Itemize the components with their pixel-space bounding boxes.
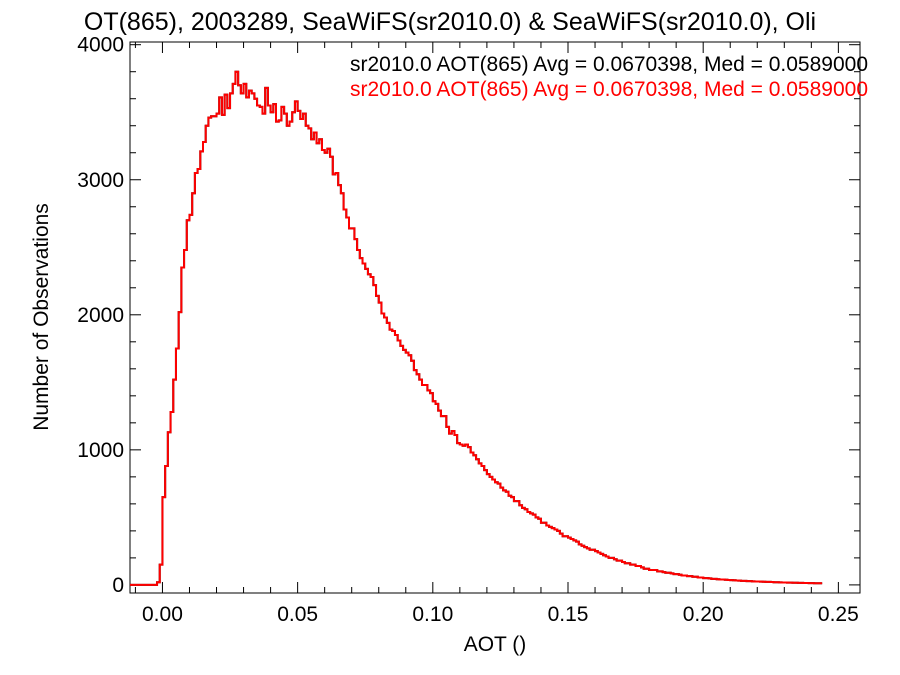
chart-title: OT(865), 2003289, SeaWiFS(sr2010.0) & Se… bbox=[84, 8, 816, 36]
x-axis: 0.00 0.05 0.10 0.15 0.20 0.25 bbox=[134, 42, 859, 626]
y-tick-label: 0 bbox=[112, 574, 124, 597]
x-tick-label: 0.15 bbox=[548, 603, 589, 626]
plot-frame bbox=[129, 41, 861, 594]
x-tick-label: 0.00 bbox=[142, 603, 183, 626]
x-tick-label: 0.20 bbox=[683, 603, 724, 626]
y-axis-label: Number of Observations bbox=[30, 203, 53, 431]
y-tick-label: 4000 bbox=[77, 34, 124, 57]
x-tick-label: 0.25 bbox=[818, 603, 859, 626]
x-tick-label: 0.10 bbox=[412, 603, 453, 626]
x-axis-label: AOT () bbox=[464, 633, 527, 656]
x-tick-label: 0.05 bbox=[277, 603, 318, 626]
legend-annotation-black: sr2010.0 AOT(865) Avg = 0.0670398, Med =… bbox=[350, 53, 868, 76]
y-tick-label: 1000 bbox=[77, 439, 124, 462]
series-layer bbox=[130, 70, 823, 586]
histogram-series-0 bbox=[130, 70, 823, 586]
histogram-series-1 bbox=[130, 70, 823, 586]
y-tick-label: 2000 bbox=[77, 304, 124, 327]
y-axis: 0 1000 2000 3000 4000 bbox=[77, 34, 860, 597]
legend-annotation-red: sr2010.0 AOT(865) Avg = 0.0670398, Med =… bbox=[350, 78, 868, 101]
y-tick-label: 3000 bbox=[77, 169, 124, 192]
